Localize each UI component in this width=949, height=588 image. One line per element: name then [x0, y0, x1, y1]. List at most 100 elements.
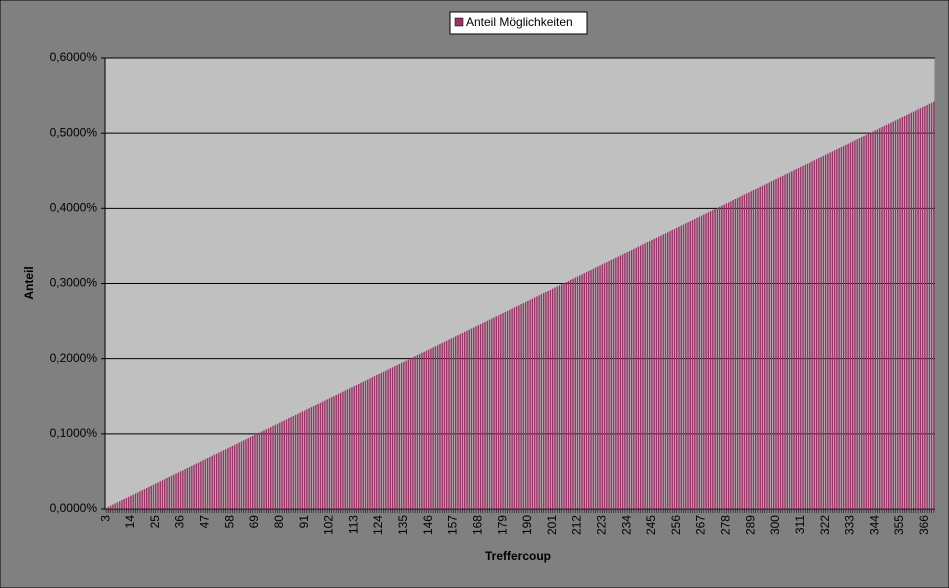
bar — [840, 146, 843, 510]
bar — [398, 364, 401, 509]
bar — [730, 201, 732, 509]
bar — [930, 102, 933, 509]
bar — [109, 505, 112, 509]
bar — [371, 377, 373, 509]
bar — [606, 262, 608, 509]
bar — [520, 304, 522, 509]
x-tick-label: 3 — [98, 515, 112, 522]
x-tick-label: 333 — [843, 515, 857, 535]
bar — [689, 221, 692, 509]
bar — [775, 179, 777, 509]
bar — [542, 293, 545, 509]
bar — [396, 365, 398, 509]
bar — [249, 437, 252, 509]
bar — [836, 149, 838, 509]
bar — [554, 287, 556, 509]
bar — [330, 397, 333, 509]
bar — [779, 176, 782, 509]
x-tick-label: 179 — [495, 515, 509, 535]
x-tick-label: 201 — [545, 515, 559, 535]
bar — [879, 128, 881, 509]
bar — [635, 247, 637, 509]
bar — [306, 409, 308, 509]
x-tick-label: 212 — [570, 515, 584, 535]
bar — [838, 148, 840, 510]
bar — [847, 143, 849, 509]
bar — [854, 140, 856, 509]
bar — [752, 190, 755, 509]
bar — [727, 202, 730, 509]
legend-swatch — [454, 17, 464, 27]
bar — [822, 155, 825, 509]
bar — [168, 476, 171, 509]
bar — [872, 131, 874, 509]
x-tick-label: 311 — [793, 515, 807, 534]
bar — [344, 390, 346, 509]
bar — [317, 403, 319, 509]
bar — [515, 306, 518, 509]
bar — [378, 373, 380, 509]
x-tick-label: 223 — [594, 515, 608, 535]
bar — [312, 406, 315, 509]
bar — [820, 156, 822, 510]
bar — [685, 223, 687, 509]
bar — [890, 122, 892, 509]
x-tick-label: 278 — [719, 515, 733, 535]
bar — [615, 257, 617, 509]
bar — [833, 150, 836, 509]
bar — [290, 417, 292, 509]
bar — [617, 256, 619, 509]
bar — [175, 473, 177, 509]
bar — [267, 428, 270, 509]
bar — [177, 472, 180, 509]
bar — [308, 408, 310, 509]
bar — [522, 303, 525, 509]
bar — [502, 313, 504, 509]
bar — [662, 234, 664, 509]
bar — [748, 192, 750, 509]
bar — [470, 328, 473, 509]
bar — [705, 213, 707, 509]
x-tick-label: 157 — [446, 515, 460, 535]
x-tick-label: 344 — [867, 515, 881, 535]
bar — [339, 392, 342, 509]
y-tick-label: 0,2000% — [50, 351, 98, 365]
x-tick-label: 124 — [371, 515, 385, 535]
bar — [139, 491, 141, 509]
bar — [603, 263, 606, 509]
bar — [824, 154, 827, 509]
bar — [130, 495, 132, 509]
bar — [793, 170, 795, 510]
bar — [874, 130, 876, 509]
bar — [450, 338, 452, 509]
bar — [551, 288, 554, 509]
bar — [795, 169, 798, 510]
bar — [743, 194, 746, 510]
bar — [387, 369, 389, 509]
bar — [725, 203, 728, 509]
bar — [574, 277, 576, 509]
bar — [784, 174, 786, 509]
bar — [432, 347, 434, 509]
bar — [721, 205, 723, 510]
bar — [556, 286, 558, 509]
bar — [667, 232, 669, 509]
bar — [195, 463, 198, 509]
x-tick-label: 289 — [743, 515, 757, 535]
bar — [493, 317, 495, 509]
x-tick-label: 80 — [272, 515, 286, 529]
bar — [915, 110, 917, 509]
bar — [777, 177, 779, 509]
bar — [926, 104, 928, 510]
bar — [597, 266, 599, 509]
bar — [657, 236, 660, 509]
bar — [565, 282, 567, 509]
bar — [146, 487, 148, 509]
bar — [910, 112, 913, 509]
bar — [254, 434, 256, 509]
bar — [188, 466, 191, 509]
bar — [624, 253, 626, 509]
bar — [504, 311, 507, 509]
bar — [427, 349, 430, 509]
